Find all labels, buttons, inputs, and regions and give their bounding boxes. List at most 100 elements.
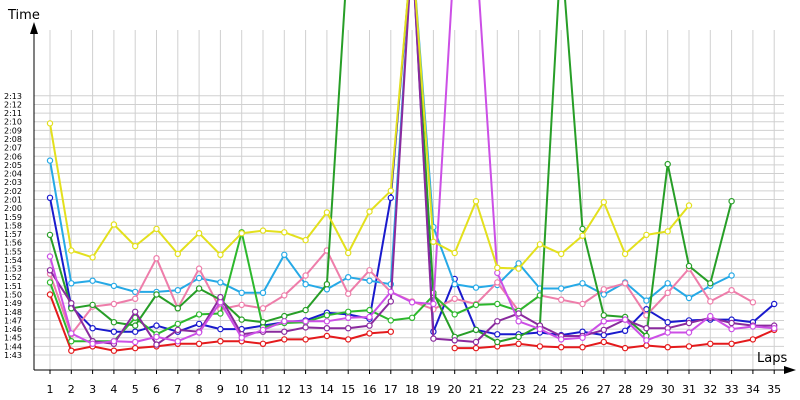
data-point: [238, 316, 245, 323]
data-point: [174, 338, 181, 345]
data-point: [728, 197, 735, 205]
data-point: [46, 267, 54, 274]
x-tick-label: 28: [618, 383, 632, 396]
data-point: [131, 295, 139, 302]
data-point: [281, 251, 288, 258]
y-tick-label: 1:53: [4, 265, 22, 274]
data-point: [345, 290, 352, 297]
data-point: [579, 334, 586, 341]
data-point: [195, 285, 203, 292]
data-point: [366, 306, 373, 314]
data-point: [323, 332, 331, 340]
x-tick-label: 30: [661, 383, 675, 396]
data-point: [238, 301, 245, 309]
data-point: [302, 272, 309, 279]
data-point: [302, 336, 309, 343]
data-point: [430, 335, 437, 342]
data-point: [387, 328, 394, 335]
data-point: [600, 326, 608, 334]
data-point: [89, 325, 96, 332]
data-point: [195, 320, 203, 328]
data-point: [366, 208, 373, 215]
data-point: [195, 229, 203, 237]
data-point: [110, 221, 118, 228]
data-point: [600, 291, 608, 298]
data-point: [281, 328, 288, 335]
data-point: [515, 333, 522, 341]
x-tick-label: 3: [89, 383, 96, 396]
y-tick-label: 1:58: [4, 221, 22, 230]
data-point: [558, 285, 565, 292]
data-point: [749, 299, 757, 306]
data-point: [302, 281, 309, 288]
data-point: [494, 264, 501, 271]
data-point: [46, 253, 54, 260]
data-point: [46, 120, 54, 127]
data-point: [643, 342, 650, 349]
x-tick-label: 29: [639, 383, 653, 396]
data-point: [494, 269, 501, 277]
data-point: [323, 209, 331, 216]
x-axis-title: Laps: [757, 351, 787, 366]
data-point: [579, 280, 586, 287]
series-line: [49, 0, 775, 346]
data-point: [600, 312, 608, 319]
data-point: [323, 312, 331, 319]
data-point: [366, 322, 373, 329]
y-tick-label: 2:01: [4, 195, 22, 204]
data-point: [345, 325, 352, 332]
data-point: [558, 296, 565, 303]
x-tick-label: 26: [576, 383, 590, 396]
x-tick-label: 34: [746, 383, 760, 396]
data-point: [430, 238, 437, 245]
series-6: [46, 0, 735, 346]
series-8: [46, 0, 778, 347]
data-point: [366, 313, 373, 321]
x-tick-label: 21: [469, 383, 483, 396]
data-point: [110, 347, 118, 354]
data-point: [494, 300, 501, 308]
data-point: [217, 310, 224, 317]
data-point: [728, 325, 735, 333]
y-tick-label: 1:56: [4, 239, 22, 248]
y-tick-label: 1:54: [4, 256, 22, 265]
data-point: [685, 343, 693, 350]
data-point: [749, 323, 757, 330]
data-point: [131, 314, 139, 321]
data-point: [345, 308, 352, 315]
data-point: [89, 277, 96, 284]
data-point: [685, 319, 693, 327]
x-tick-label: 25: [554, 383, 568, 396]
data-point: [728, 319, 735, 327]
data-point: [515, 340, 522, 347]
data-point: [536, 241, 544, 248]
data-point: [600, 338, 608, 346]
data-point: [408, 314, 416, 321]
data-point: [621, 316, 629, 323]
data-point: [664, 329, 671, 336]
y-tick-label: 1:59: [4, 213, 22, 222]
data-point: [600, 318, 608, 325]
data-point: [174, 305, 181, 312]
data-point: [771, 300, 778, 308]
axes: [30, 22, 796, 374]
data-point: [238, 334, 245, 341]
data-point: [174, 287, 181, 294]
y-tick-label: 1:46: [4, 325, 22, 334]
data-point: [707, 280, 714, 287]
series-3: [46, 0, 735, 304]
data-point: [494, 318, 501, 325]
data-point: [281, 292, 288, 299]
series-line: [49, 0, 733, 343]
data-point: [472, 301, 480, 309]
data-point: [110, 319, 118, 326]
data-point: [685, 294, 693, 302]
data-point: [451, 337, 458, 344]
data-point: [558, 336, 565, 343]
data-point: [46, 157, 54, 164]
x-tick-label: 24: [533, 383, 547, 396]
data-point: [707, 298, 714, 305]
data-point: [451, 281, 458, 288]
x-tick-label: 20: [448, 383, 462, 396]
